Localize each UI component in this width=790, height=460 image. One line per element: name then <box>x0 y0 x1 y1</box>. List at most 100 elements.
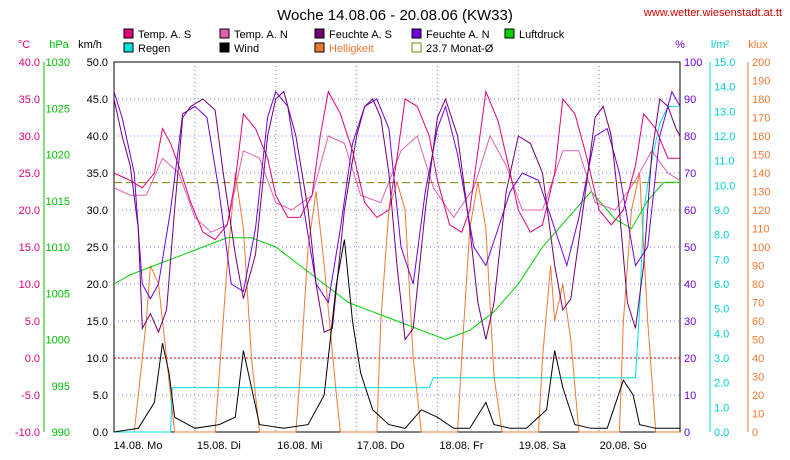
axis-tick-label: 190 <box>752 76 770 88</box>
axis-tick-label: 0.0 <box>25 353 40 365</box>
axis-tick-label: 80 <box>752 279 764 291</box>
axis-tick-label: 20.0 <box>19 205 40 217</box>
axis-tick-label: 30.0 <box>19 131 40 143</box>
axis-tick-label: 0 <box>684 427 690 439</box>
axis-tick-label: 70 <box>752 298 764 310</box>
axis-unit-label: % <box>675 39 685 51</box>
axis-tick-label: 50 <box>684 242 696 254</box>
x-tick-label: 19.08. Sa <box>519 440 567 452</box>
axis-unit-label: klux <box>748 39 768 51</box>
legend-label-feucht_n: Feuchte A. N <box>426 29 490 41</box>
x-tick-label: 16.08. Mi <box>277 440 322 452</box>
axis-tick-label: 1015 <box>46 196 70 208</box>
axis-tick-label: 995 <box>52 381 70 393</box>
axis-tick-label: 7.0 <box>714 254 729 266</box>
axis-tick-label: 90 <box>752 261 764 273</box>
axis-tick-label: 180 <box>752 94 770 106</box>
axis-tick-label: 120 <box>752 205 770 217</box>
axis-tick-label: 160 <box>752 131 770 143</box>
axis-tick-label: 10.0 <box>87 353 108 365</box>
axis-tick-label: 4.0 <box>714 328 729 340</box>
legend-label-druck: Luftdruck <box>519 29 565 41</box>
legend-label-hell: Helligkeit <box>329 43 374 55</box>
legend-label-mittel: 23.7 Monat-Ø <box>426 43 494 55</box>
axis-tick-label: 45.0 <box>87 94 108 106</box>
axis-tick-label: 0.0 <box>93 427 108 439</box>
x-tick-label: 20.08. So <box>600 440 647 452</box>
x-tick-label: 17.08. Do <box>357 440 405 452</box>
axis-tick-label: 12.0 <box>714 131 735 143</box>
axis-tick-label: 0 <box>752 427 758 439</box>
axis-tick-label: 15.0 <box>87 316 108 328</box>
source-url[interactable]: www.wetter.wiesenstadt.at.tt <box>643 7 782 19</box>
axis-tick-label: 170 <box>752 113 770 125</box>
axis-tick-label: 2.0 <box>714 378 729 390</box>
axis-tick-label: 140 <box>752 168 770 180</box>
legend-swatch-feucht_n <box>411 28 422 39</box>
axis-tick-label: -5.0 <box>21 390 40 402</box>
axis-tick-label: 40.0 <box>87 131 108 143</box>
axis-tick-label: 5.0 <box>25 316 40 328</box>
axis-tick-label: 1025 <box>46 103 70 115</box>
plot-area <box>113 61 681 433</box>
axis-tick-label: 9.0 <box>714 205 729 217</box>
chart-title: Woche 14.08.06 - 20.08.06 (KW33) <box>277 7 513 24</box>
axis-tick-label: 35.0 <box>87 168 108 180</box>
axis-tick-label: 6.0 <box>714 279 729 291</box>
legend-swatch-temp_n <box>219 28 230 39</box>
legend-label-regen: Regen <box>138 43 170 55</box>
axis-tick-label: 50.0 <box>87 57 108 69</box>
axis-tick-label: 3.0 <box>714 353 729 365</box>
axis-tick-label: 130 <box>752 187 770 199</box>
axis-tick-label: 35.0 <box>19 94 40 106</box>
axis-tick-label: 80 <box>684 131 696 143</box>
legend-swatch-druck <box>504 28 515 39</box>
axis-tick-label: 10 <box>684 390 696 402</box>
axis-tick-label: 20 <box>684 353 696 365</box>
series-line-temp_n <box>113 134 681 233</box>
axis-tick-label: 100 <box>684 57 702 69</box>
axis-tick-label: 40 <box>684 279 696 291</box>
series-line-feucht_n <box>113 90 681 304</box>
legend-swatch-temp_s <box>123 28 134 39</box>
axis-tick-label: 11.0 <box>714 156 735 168</box>
legend-swatch-wind <box>219 42 230 53</box>
x-tick-label: 15.08. Di <box>197 440 241 452</box>
axis-tick-label: 200 <box>752 57 770 69</box>
axes: °C 40.0 35.0 30.0 25.0 20.0 15.0 10.0 5.0 0.0 -5.0… <box>15 39 770 452</box>
axis-tick-label: 1005 <box>46 288 70 300</box>
axis-tick-label: 5.0 <box>714 304 729 316</box>
series-line-feucht_s <box>113 90 681 341</box>
axis-tick-label: 30 <box>752 372 764 384</box>
axis-tick-label: 14.0 <box>714 82 735 94</box>
x-tick-label: 18.08. Fr <box>439 440 483 452</box>
axis-tick-label: 40.0 <box>19 57 40 69</box>
axis-tick-label: 1020 <box>46 150 70 162</box>
axis-tick-label: 150 <box>752 150 770 162</box>
axis-tick-label: 40 <box>752 353 764 365</box>
axis-tick-label: -10.0 <box>15 427 40 439</box>
axis-tick-label: 10.0 <box>714 180 735 192</box>
legend-label-wind: Wind <box>234 43 259 55</box>
legend-label-temp_n: Temp. A. N <box>234 29 288 41</box>
axis-tick-label: 100 <box>752 242 770 254</box>
x-tick-label: 14.08. Mo <box>114 440 163 452</box>
axis-tick-label: 15.0 <box>19 242 40 254</box>
series-line-druck <box>113 181 680 341</box>
axis-tick-label: 70 <box>684 168 696 180</box>
axis-tick-label: 20.0 <box>87 279 108 291</box>
axis-tick-label: 1.0 <box>714 402 729 414</box>
axis-tick-label: 1030 <box>46 57 70 69</box>
axis-unit-label: km/h <box>78 39 102 51</box>
axis-tick-label: 8.0 <box>714 230 729 242</box>
axis-tick-label: 30 <box>684 316 696 328</box>
legend-swatch-regen <box>123 42 134 53</box>
axis-tick-label: 13.0 <box>714 106 735 118</box>
axis-tick-label: 5.0 <box>93 390 108 402</box>
axis-tick-label: 10.0 <box>19 279 40 291</box>
axis-tick-label: 1000 <box>46 335 70 347</box>
series-line-wind <box>113 239 680 433</box>
axis-unit-label: l/m² <box>711 39 730 51</box>
axis-tick-label: 0.0 <box>714 427 729 439</box>
